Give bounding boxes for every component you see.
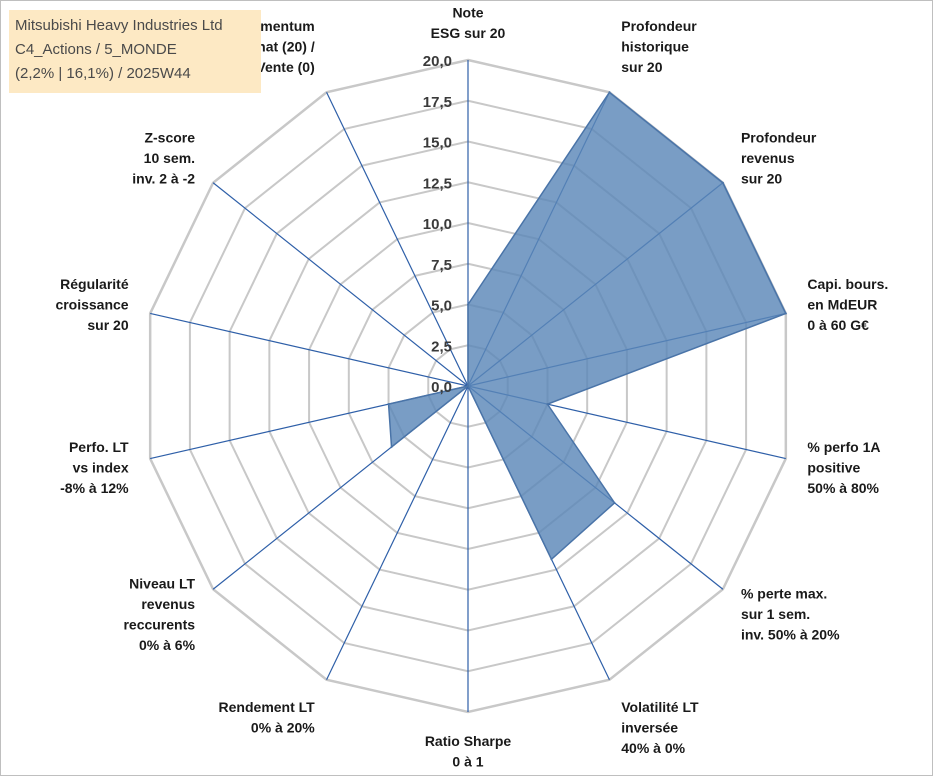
axis-label-line: 0% à 6% [139, 637, 196, 653]
chart-period: (2,2% | 16,1%) / 2025W44 [15, 62, 255, 86]
data-point-volat [550, 558, 552, 560]
axis-label-line: 50% à 80% [807, 480, 879, 496]
axis-label-line: sur 20 [621, 59, 662, 75]
axis-label-perfo_1a: % perfo 1A positive 50% à 80% [807, 439, 880, 496]
tick-label: 10,0 [423, 216, 452, 233]
axis-label-line: 0% à 20% [251, 719, 315, 735]
data-point-prof_rev [722, 182, 724, 184]
axis-label-line: 0 à 1 [452, 754, 483, 770]
axis-label-line: inversée [621, 719, 678, 735]
data-point-perfo_1a [546, 403, 548, 405]
axis-label-line: en MdEUR [807, 297, 877, 313]
axis-label-line: Niveau LT [129, 575, 195, 591]
axis-label-perte_max: % perte max. sur 1 sem. inv. 50% à 20% [741, 586, 840, 643]
axis-label-line: Z-score [144, 129, 195, 145]
axis-label-line: revenus [141, 596, 195, 612]
axis-label-line: -8% à 12% [60, 480, 129, 496]
axis-label-esg: Note ESG sur 20 [431, 5, 506, 42]
tick-label: 17,5 [423, 94, 452, 111]
axis-label-line: Ratio Sharpe [425, 733, 512, 749]
chart-title-box: Mitsubishi Heavy Industries Ltd C4_Actio… [9, 10, 261, 93]
axis-label-line: sur 20 [741, 170, 782, 186]
axis-label-line: croissance [55, 297, 128, 313]
chart-title: Mitsubishi Heavy Industries Ltd [15, 14, 255, 38]
radar-chart: 0,0 2,5 5,0 7,5 10,0 12,5 15,0 17,5 20,0 Note ESG… [1, 1, 933, 777]
data-point-esg [467, 304, 469, 306]
data-point-perte_max [614, 502, 616, 504]
axis-label-line: Rendement LT [219, 699, 316, 715]
axis-label-line: 40% à 0% [621, 740, 685, 756]
axis-label-prof_rev: Profondeur revenus sur 20 [741, 129, 817, 186]
axis-label-line: Régularité [60, 276, 129, 292]
tick-label: 5,0 [431, 298, 452, 315]
axis-label-line: Perfo. LT [69, 439, 129, 455]
axis-label-perfo_lt: Perfo. LT vs index -8% à 12% [60, 439, 129, 496]
axis-label-line: Volatilité LT [621, 699, 699, 715]
axis-label-regularite: Régularité croissance sur 20 [55, 276, 128, 333]
data-point-capi [785, 312, 787, 314]
axis-label-line: inv. 50% à 20% [741, 627, 840, 643]
axis-label-prof_hist: Profondeur historique sur 20 [621, 18, 697, 75]
chart-subtitle: C4_Actions / 5_MONDE [15, 38, 255, 62]
axis-label-zscore: Z-score 10 sem. inv. 2 à -2 [132, 129, 195, 186]
tick-label: 7,5 [431, 257, 452, 274]
axis-label-line: Vente (0) [256, 59, 314, 75]
tick-label: 12,5 [423, 175, 452, 192]
data-point-prof_hist [608, 91, 610, 93]
tick-label: 20,0 [423, 53, 452, 70]
axis-label-line: ESG sur 20 [431, 25, 506, 41]
axis-label-line: reccurents [123, 616, 195, 632]
tick-label: 0,0 [431, 379, 452, 396]
axis-label-line: Profondeur [741, 129, 817, 145]
tick-label: 2,5 [431, 338, 452, 355]
tick-layer: 0,0 2,5 5,0 7,5 10,0 12,5 15,0 17,5 20,0 [423, 53, 452, 396]
axis-label-line: Note [452, 5, 483, 21]
data-point-momentum [467, 385, 469, 387]
tick-label: 15,0 [423, 135, 452, 152]
axis-label-line: historique [621, 39, 689, 55]
axis-label-line: Capi. bours. [807, 276, 888, 292]
axis-label-line: 0 à 60 G€ [807, 317, 869, 333]
axis-label-line: % perfo 1A [807, 439, 880, 455]
axis-label-line: Profondeur [621, 18, 697, 34]
axis-label-line: revenus [741, 150, 795, 166]
axis-label-line: vs index [73, 459, 129, 475]
axis-label-rendement: Rendement LT 0% à 20% [219, 699, 316, 736]
axis-label-line: sur 20 [87, 317, 128, 333]
axis-label-line: sur 1 sem. [741, 606, 810, 622]
data-point-niveau_rev [391, 446, 393, 448]
data-point-perfo_lt [388, 403, 390, 405]
axis-label-niveau_rev: Niveau LT revenus reccurents 0% à 6% [123, 575, 195, 653]
axis-label-line: % perte max. [741, 586, 827, 602]
axis-label-line: 10 sem. [144, 150, 195, 166]
axis-label-line: inv. 2 à -2 [132, 170, 195, 186]
chart-frame: 0,0 2,5 5,0 7,5 10,0 12,5 15,0 17,5 20,0 Note ESG… [0, 0, 933, 776]
axis-label-line: positive [807, 459, 860, 475]
axis-label-volat: Volatilité LT inversée 40% à 0% [621, 699, 699, 756]
axis-label-sharpe: Ratio Sharpe 0 à 1 [425, 733, 512, 770]
axis-label-capi: Capi. bours. en MdEUR 0 à 60 G€ [807, 276, 888, 333]
